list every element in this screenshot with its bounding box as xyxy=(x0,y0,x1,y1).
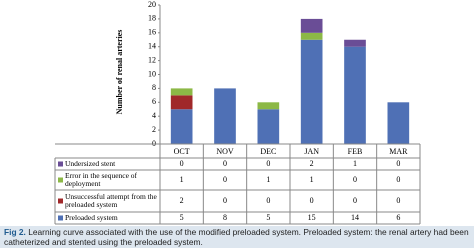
data-table: OCT NOV DEC JAN FEB MAR Preloaded system 5 8 5 15 1… xyxy=(54,143,421,225)
legend-swatch xyxy=(58,198,63,204)
table-value: 14 xyxy=(351,213,359,222)
legend-entry: Unsuccessful attempt from the preloaded … xyxy=(65,192,157,209)
y-tick-label: 16 xyxy=(148,28,156,37)
bar-segment xyxy=(300,18,323,33)
table-value: 5 xyxy=(266,213,270,222)
table-value: 1 xyxy=(266,175,270,184)
y-tick-label: 14 xyxy=(148,42,156,51)
x-tick-label: MAR xyxy=(389,147,408,156)
y-tick-label: 20 xyxy=(148,0,156,9)
bar-segment xyxy=(214,88,236,144)
x-tick-label: OCT xyxy=(174,147,190,156)
table-value: 0 xyxy=(266,196,270,205)
bar-segment xyxy=(300,32,323,40)
legend-swatch xyxy=(58,161,63,167)
chart: Number of renal arteries 024681012141618… xyxy=(54,0,421,225)
x-tick-label: NOV xyxy=(216,147,234,156)
bar-segment xyxy=(170,95,193,110)
y-tick-label: 8 xyxy=(152,83,156,92)
table-value: 0 xyxy=(353,175,357,184)
table-value: 0 xyxy=(223,196,227,205)
table-value: 0 xyxy=(266,159,270,168)
legend-cell: Preloaded system xyxy=(65,213,118,222)
x-tick-label: JAN xyxy=(304,147,319,156)
bar-segment xyxy=(344,39,366,47)
table-value: 0 xyxy=(310,196,314,205)
table-value: 0 xyxy=(396,175,400,184)
bar-segment xyxy=(344,46,366,145)
caption-text: Learning curve associated with the use o… xyxy=(4,227,469,247)
table-value: 15 xyxy=(308,213,316,222)
table-value: 1 xyxy=(353,159,357,168)
y-tick-label: 0 xyxy=(152,139,156,148)
bar-segment xyxy=(170,88,193,96)
caption: Fig 2. Learning curve associated with th… xyxy=(0,226,474,248)
y-axis-label: Number of renal arteries xyxy=(115,30,124,115)
table-value: 0 xyxy=(353,196,357,205)
bar-segment xyxy=(300,39,323,144)
table-value: 6 xyxy=(396,213,400,222)
y-tick-label: 12 xyxy=(148,55,156,64)
bar-segment xyxy=(257,102,280,110)
legend-entry: Error in the sequence of deployment xyxy=(65,171,138,188)
y-tick-label: 10 xyxy=(148,69,156,78)
bar-segment xyxy=(387,102,410,144)
legend-cell: Unsuccessful attempt from the preloaded … xyxy=(65,192,157,209)
table-value: 8 xyxy=(223,213,227,222)
x-tick-label: FEB xyxy=(348,147,363,156)
x-tick-label: DEC xyxy=(260,147,276,156)
table-value: 0 xyxy=(223,159,227,168)
table-value: 0 xyxy=(180,159,184,168)
table-value: 5 xyxy=(180,213,184,222)
table-value: 1 xyxy=(180,175,184,184)
table-value: 0 xyxy=(223,175,227,184)
legend-cell: Undersized stent xyxy=(65,159,116,168)
legend-swatch xyxy=(58,177,63,183)
y-tick-label: 4 xyxy=(152,111,156,120)
bar-segment xyxy=(257,109,280,144)
table-value: 2 xyxy=(180,196,184,205)
y-tick-label: 2 xyxy=(152,125,156,134)
legend-swatch xyxy=(58,215,63,221)
legend-cell: Error in the sequence of deployment xyxy=(65,171,138,188)
y-tick-label: 18 xyxy=(148,14,156,23)
bar-segment xyxy=(170,109,193,144)
legend-entry: Preloaded system xyxy=(65,213,118,222)
y-tick-label: 6 xyxy=(152,97,156,106)
table-value: 0 xyxy=(396,196,400,205)
legend-entry: Undersized stent xyxy=(65,159,116,168)
table-value: 1 xyxy=(310,175,314,184)
table-value: 0 xyxy=(396,159,400,168)
caption-label: Fig 2. xyxy=(4,227,26,237)
table-value: 2 xyxy=(310,159,314,168)
